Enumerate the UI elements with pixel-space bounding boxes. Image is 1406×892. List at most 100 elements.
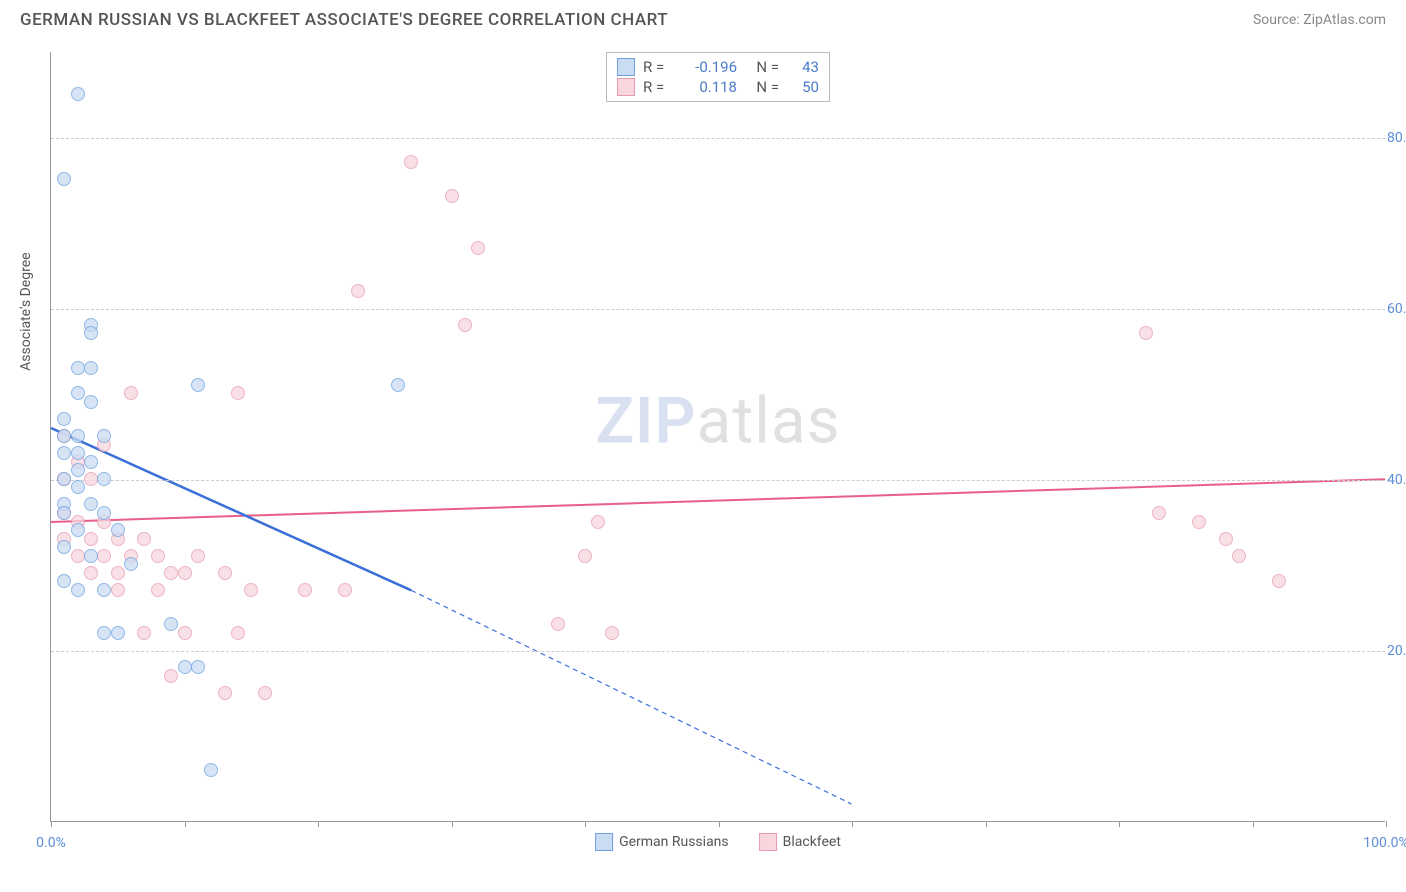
- chart-title: GERMAN RUSSIAN VS BLACKFEET ASSOCIATE'S …: [20, 10, 668, 30]
- stats-legend: R =-0.196N =43R =0.118N =50: [606, 52, 830, 102]
- point-blackfeet: [111, 566, 125, 580]
- point-german-russian: [97, 429, 111, 443]
- point-german-russian: [84, 395, 98, 409]
- point-blackfeet: [137, 532, 151, 546]
- xtick: [318, 821, 319, 827]
- r-label: R =: [643, 58, 671, 76]
- stats-row: R =0.118N =50: [617, 77, 819, 97]
- xtick: [585, 821, 586, 827]
- legend-item: Blackfeet: [759, 833, 841, 851]
- point-german-russian: [71, 480, 85, 494]
- point-blackfeet: [1192, 515, 1206, 529]
- point-blackfeet: [1219, 532, 1233, 546]
- source-label: Source: ZipAtlas.com: [1253, 12, 1386, 28]
- point-blackfeet: [84, 566, 98, 580]
- point-german-russian: [71, 583, 85, 597]
- point-german-russian: [71, 429, 85, 443]
- point-blackfeet: [97, 549, 111, 563]
- point-blackfeet: [231, 386, 245, 400]
- point-blackfeet: [551, 617, 565, 631]
- trend-s1-dashed: [411, 590, 851, 804]
- point-blackfeet: [605, 626, 619, 640]
- gridline: [51, 309, 1385, 310]
- xtick: [986, 821, 987, 827]
- point-blackfeet: [1139, 326, 1153, 340]
- point-german-russian: [57, 446, 71, 460]
- ytick-label: 40.0%: [1387, 472, 1406, 488]
- r-value: 0.118: [679, 78, 737, 96]
- n-value: 43: [787, 58, 819, 76]
- xtick-label: 0.0%: [36, 835, 66, 851]
- xtick: [719, 821, 720, 827]
- point-german-russian: [57, 412, 71, 426]
- point-german-russian: [97, 472, 111, 486]
- point-blackfeet: [351, 284, 365, 298]
- point-german-russian: [97, 583, 111, 597]
- stats-row: R =-0.196N =43: [617, 57, 819, 77]
- xtick: [1119, 821, 1120, 827]
- point-german-russian: [57, 506, 71, 520]
- xtick: [852, 821, 853, 827]
- point-blackfeet: [218, 686, 232, 700]
- point-german-russian: [97, 506, 111, 520]
- point-blackfeet: [84, 472, 98, 486]
- point-german-russian: [71, 386, 85, 400]
- y-axis-label: Associate's Degree: [18, 252, 34, 370]
- point-blackfeet: [1272, 574, 1286, 588]
- trendlines-layer: [51, 52, 1385, 821]
- chart-plot-area: ZIPatlas R =-0.196N =43R =0.118N =50 Ger…: [50, 52, 1385, 822]
- xtick: [1253, 821, 1254, 827]
- point-blackfeet: [178, 566, 192, 580]
- point-german-russian: [71, 446, 85, 460]
- series-legend: German Russians Blackfeet: [595, 833, 841, 851]
- n-label: N =: [745, 58, 779, 76]
- point-german-russian: [111, 523, 125, 537]
- point-blackfeet: [71, 549, 85, 563]
- point-german-russian: [71, 87, 85, 101]
- point-blackfeet: [151, 583, 165, 597]
- ytick-label: 20.0%: [1387, 643, 1406, 659]
- point-german-russian: [178, 660, 192, 674]
- point-blackfeet: [338, 583, 352, 597]
- point-german-russian: [71, 463, 85, 477]
- xtick: [1386, 821, 1387, 827]
- point-blackfeet: [191, 549, 205, 563]
- point-german-russian: [111, 626, 125, 640]
- point-german-russian: [84, 361, 98, 375]
- n-label: N =: [745, 78, 779, 96]
- point-blackfeet: [578, 549, 592, 563]
- point-german-russian: [57, 472, 71, 486]
- xtick: [185, 821, 186, 827]
- point-german-russian: [97, 626, 111, 640]
- xtick: [452, 821, 453, 827]
- point-blackfeet: [164, 669, 178, 683]
- point-blackfeet: [258, 686, 272, 700]
- point-blackfeet: [111, 583, 125, 597]
- gridline: [51, 138, 1385, 139]
- gridline: [51, 480, 1385, 481]
- point-german-russian: [164, 617, 178, 631]
- ytick-label: 80.0%: [1387, 130, 1406, 146]
- point-blackfeet: [124, 386, 138, 400]
- point-blackfeet: [591, 515, 605, 529]
- point-blackfeet: [1152, 506, 1166, 520]
- point-german-russian: [391, 378, 405, 392]
- point-german-russian: [71, 361, 85, 375]
- point-german-russian: [57, 172, 71, 186]
- xtick: [51, 821, 52, 827]
- point-blackfeet: [84, 532, 98, 546]
- point-blackfeet: [164, 566, 178, 580]
- legend-swatch: [759, 833, 777, 851]
- point-blackfeet: [178, 626, 192, 640]
- point-german-russian: [84, 549, 98, 563]
- legend-swatch: [617, 78, 635, 96]
- legend-swatch: [617, 58, 635, 76]
- ytick-label: 60.0%: [1387, 301, 1406, 317]
- point-blackfeet: [471, 241, 485, 255]
- point-blackfeet: [151, 549, 165, 563]
- legend-item: German Russians: [595, 833, 729, 851]
- point-blackfeet: [404, 155, 418, 169]
- legend-label: Blackfeet: [783, 834, 841, 850]
- r-label: R =: [643, 78, 671, 96]
- point-blackfeet: [137, 626, 151, 640]
